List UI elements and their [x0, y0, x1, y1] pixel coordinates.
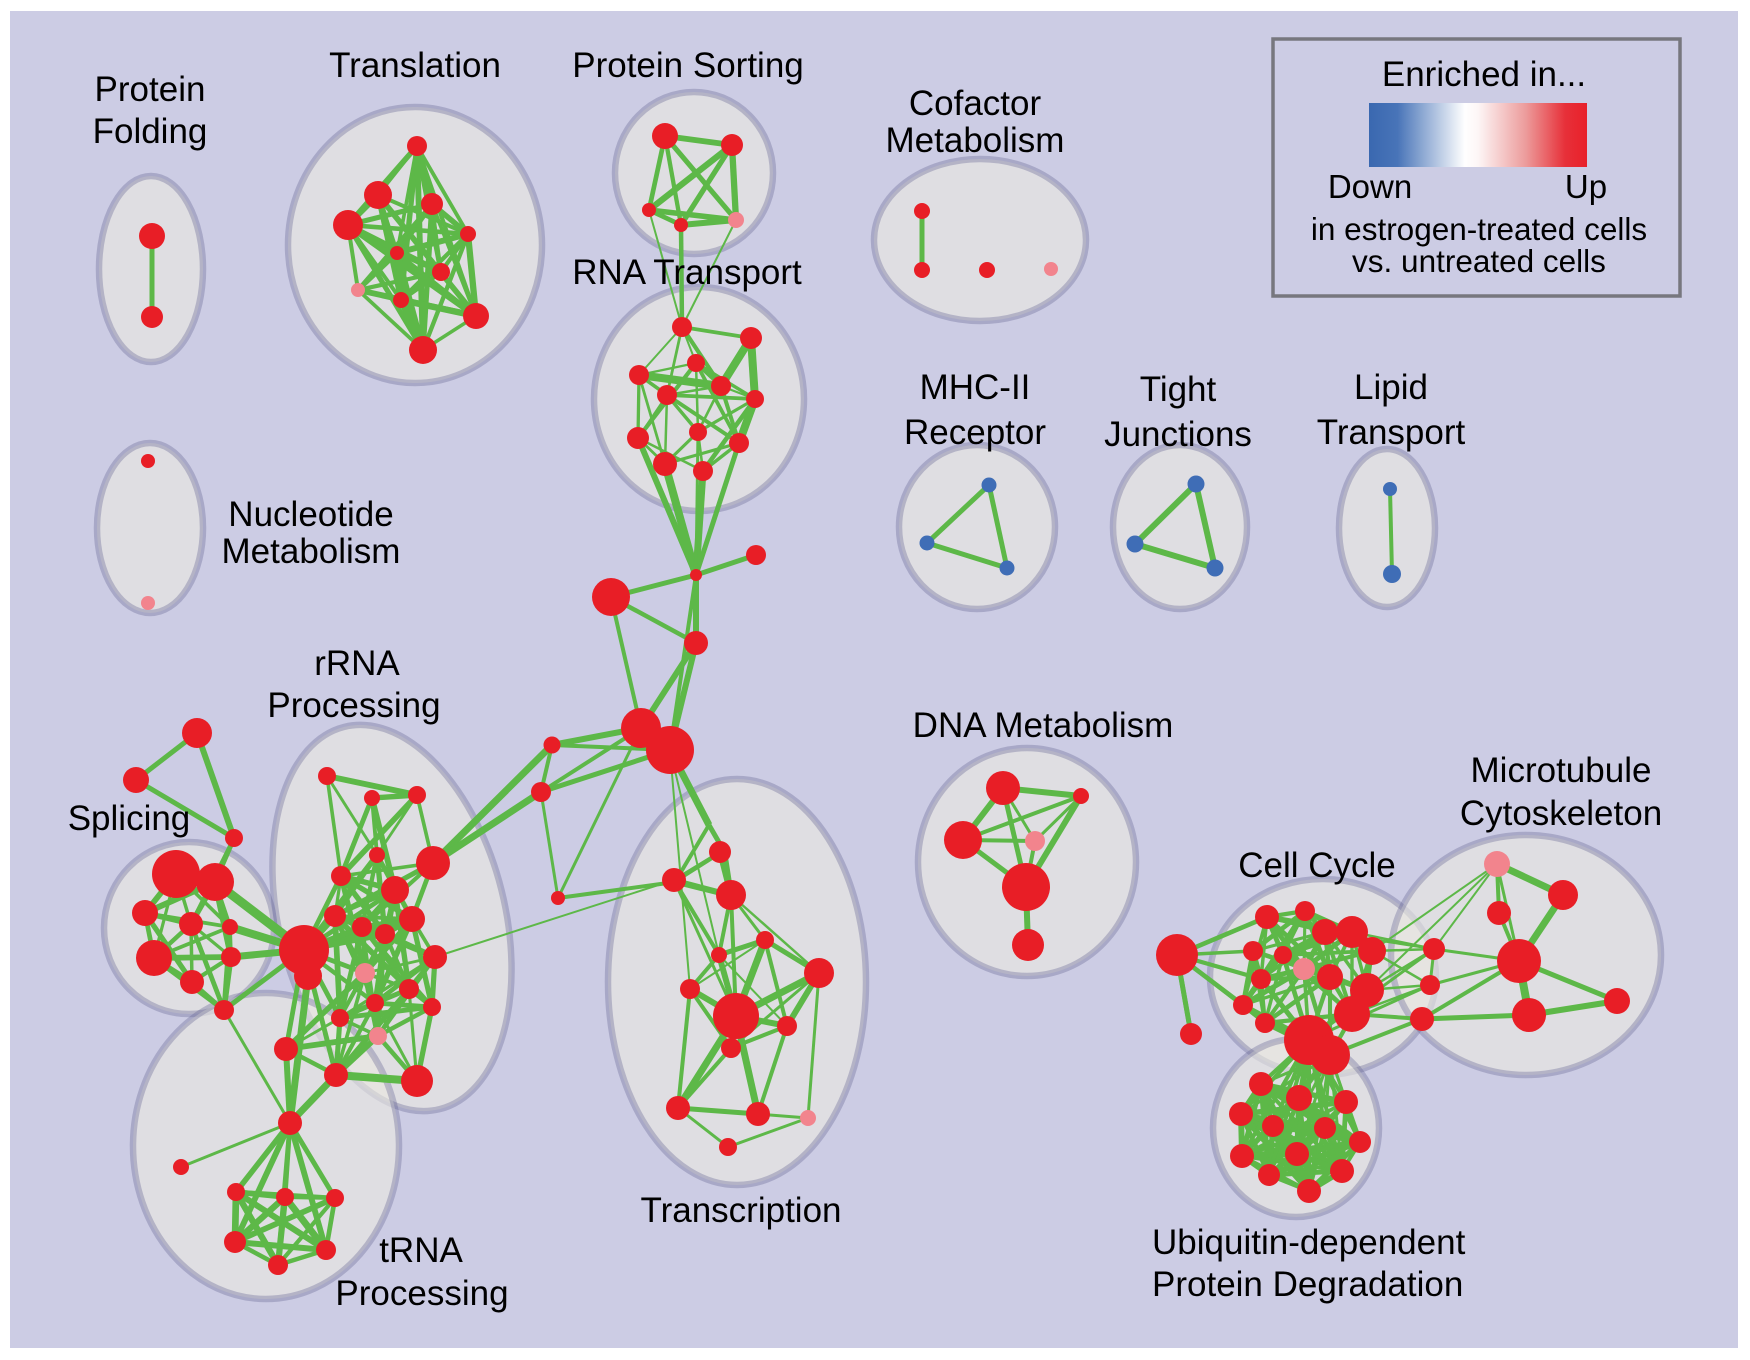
svg-text:vs. untreated cells: vs. untreated cells	[1352, 243, 1606, 279]
svg-text:Receptor: Receptor	[904, 413, 1046, 452]
svg-text:Translation: Translation	[329, 46, 501, 85]
svg-text:in estrogen-treated cells: in estrogen-treated cells	[1311, 211, 1647, 247]
svg-text:Processing: Processing	[267, 686, 440, 725]
svg-text:Microtubule: Microtubule	[1471, 751, 1652, 790]
svg-text:Protein: Protein	[95, 70, 206, 109]
svg-text:Tight: Tight	[1140, 370, 1217, 409]
svg-text:Ubiquitin-dependent: Ubiquitin-dependent	[1152, 1223, 1466, 1262]
svg-text:tRNA: tRNA	[379, 1231, 463, 1270]
svg-text:MHC-II: MHC-II	[920, 368, 1031, 407]
svg-text:Cytoskeleton: Cytoskeleton	[1460, 794, 1662, 833]
svg-text:Down: Down	[1328, 168, 1412, 205]
svg-text:Enriched in...: Enriched in...	[1382, 55, 1586, 94]
svg-text:Transport: Transport	[1317, 413, 1466, 452]
svg-text:Lipid: Lipid	[1354, 368, 1428, 407]
svg-text:Nucleotide: Nucleotide	[228, 495, 393, 534]
svg-text:Metabolism: Metabolism	[222, 532, 401, 571]
svg-text:Cell Cycle: Cell Cycle	[1238, 846, 1396, 885]
svg-text:Protein Sorting: Protein Sorting	[572, 46, 804, 85]
svg-text:DNA Metabolism: DNA Metabolism	[913, 706, 1174, 745]
svg-text:RNA Transport: RNA Transport	[572, 253, 802, 292]
svg-text:Metabolism: Metabolism	[886, 121, 1065, 160]
svg-text:Processing: Processing	[335, 1274, 508, 1313]
svg-text:Splicing: Splicing	[68, 799, 191, 838]
svg-text:rRNA: rRNA	[314, 644, 400, 683]
svg-text:Transcription: Transcription	[641, 1191, 842, 1230]
svg-text:Cofactor: Cofactor	[909, 84, 1042, 123]
svg-text:Junctions: Junctions	[1104, 415, 1252, 454]
svg-text:Up: Up	[1565, 168, 1607, 205]
svg-text:Protein Degradation: Protein Degradation	[1152, 1265, 1463, 1304]
svg-text:Folding: Folding	[93, 112, 208, 151]
